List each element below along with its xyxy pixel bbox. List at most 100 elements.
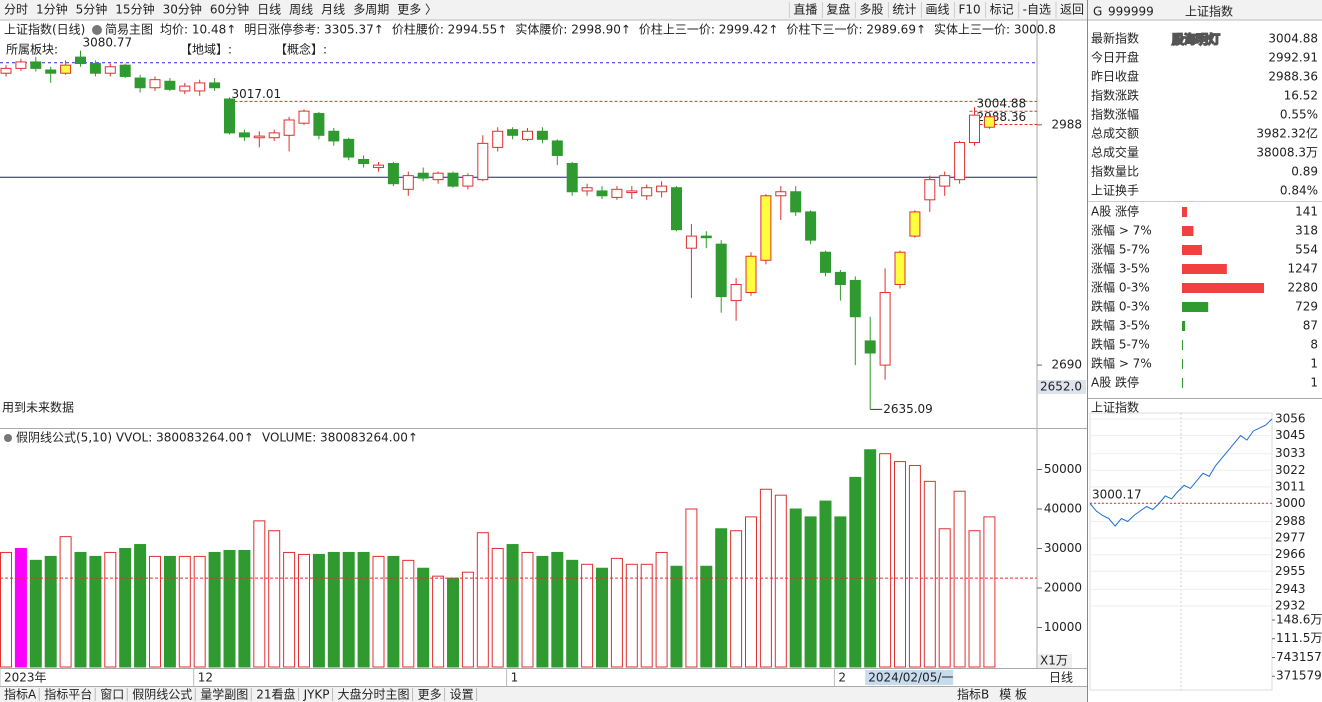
sector-label: 【概念】: xyxy=(275,42,327,57)
breadth-bar xyxy=(1182,207,1188,217)
toolbar-item[interactable]: 直播 xyxy=(793,3,817,17)
tab[interactable]: 更多 xyxy=(418,688,442,702)
toolbar-item[interactable]: 画线 xyxy=(925,3,949,17)
toolbar-item[interactable]: 返回 xyxy=(1060,3,1084,17)
toolbar-item[interactable]: 1分钟 xyxy=(36,2,68,17)
toolbar-item[interactable]: F10 xyxy=(958,3,980,17)
stat-label: 昨日收盘 xyxy=(1091,69,1139,84)
volume-bar xyxy=(268,530,281,668)
candle-body xyxy=(268,132,280,139)
toolbar-item[interactable]: 多周期 xyxy=(353,3,389,17)
candle-body xyxy=(834,271,846,285)
volume-bar xyxy=(447,577,459,668)
tab[interactable]: 模 板 xyxy=(999,688,1027,702)
tab[interactable]: 假阴线公式 xyxy=(132,688,192,702)
toolbar-item[interactable]: 复盘 xyxy=(826,2,850,17)
toolbar-item[interactable]: 多股 xyxy=(859,3,883,17)
tab[interactable]: 21看盘 xyxy=(256,687,295,702)
annotation-label: 3080.77 xyxy=(83,36,133,50)
candle-body xyxy=(671,187,682,231)
period-label: 日线 xyxy=(1049,671,1073,685)
y-tick-label: 3045 xyxy=(1275,428,1306,442)
stat-value: 16.52 xyxy=(1284,89,1318,103)
volume-bar xyxy=(387,555,400,668)
indicator-value: 均价: 10.48↑ xyxy=(160,23,236,37)
volume-bar xyxy=(44,555,57,668)
candle-body xyxy=(60,64,72,74)
volume-title: 假阴线公式(5,10) VVOL: 380083264.00↑ xyxy=(16,431,254,445)
volume-bar xyxy=(134,544,147,668)
breadth-label: A股 跌停 xyxy=(1091,375,1139,390)
y-tick-label: 3011 xyxy=(1275,479,1306,493)
candle-body xyxy=(149,79,161,89)
volume-bar xyxy=(521,551,534,668)
tab[interactable]: 量学副图 xyxy=(200,687,248,702)
toolbar-item[interactable]: 更多 〉 xyxy=(397,3,437,17)
toolbar-item[interactable]: -自选 xyxy=(1023,3,1051,17)
volume-bar xyxy=(700,565,713,668)
candle-body xyxy=(387,163,399,185)
toolbar-item[interactable]: 15分钟 xyxy=(115,2,154,17)
cursor-label-bg xyxy=(1038,380,1086,394)
breadth-label: 跌幅 0-3% xyxy=(1091,299,1150,314)
y-tick-label: 371579 xyxy=(1276,669,1322,683)
tab[interactable]: 设置 xyxy=(450,688,474,702)
breadth-label: A股 涨停 xyxy=(1091,204,1139,219)
volume-bar xyxy=(730,530,743,668)
tab[interactable]: 大盘分时主图 xyxy=(338,687,410,702)
tab[interactable]: JYKP xyxy=(303,688,330,702)
breadth-bar xyxy=(1182,226,1194,236)
candle-body xyxy=(194,82,206,92)
y-tick-label: 50000 xyxy=(1044,462,1082,476)
unit-bg xyxy=(1038,654,1072,668)
candle-body xyxy=(909,211,921,237)
breadth-bar xyxy=(1182,359,1183,369)
main-mode: 简易主图 xyxy=(105,23,153,37)
breadth-value: 8 xyxy=(1310,338,1318,352)
y-tick-label: 40000 xyxy=(1044,502,1082,516)
note: 用到未来数据 xyxy=(2,400,74,415)
volume-bar xyxy=(476,532,489,668)
toolbar-item[interactable]: 5分钟 xyxy=(76,2,108,17)
volume-bar xyxy=(908,465,921,668)
toolbar-item[interactable]: 30分钟 xyxy=(163,2,202,17)
candle-body xyxy=(30,61,42,69)
volume-bar xyxy=(670,565,683,668)
breadth-bar xyxy=(1182,245,1202,255)
toolbar-item[interactable]: 统计 xyxy=(892,3,916,17)
toolbar-item[interactable]: 60分钟 xyxy=(210,2,249,17)
volume-bar xyxy=(59,536,72,668)
toolbar-item[interactable]: 分时 xyxy=(4,3,28,17)
tab[interactable]: 指标B xyxy=(957,687,989,702)
toolbar-item[interactable]: 周线 xyxy=(289,3,313,17)
volume-bar xyxy=(402,559,415,668)
candle-body xyxy=(745,255,757,294)
flag: G xyxy=(1093,5,1102,19)
stat-label: 总成交额 xyxy=(1091,126,1139,141)
volume-bar xyxy=(774,494,787,668)
stat-label: 上证换手 xyxy=(1091,184,1139,198)
candle-body xyxy=(924,179,936,201)
candle-body xyxy=(894,251,906,285)
volume-subtitle: VOLUME: 380083264.00↑ xyxy=(262,431,418,445)
toolbar-item[interactable]: 日线 xyxy=(257,3,281,17)
breadth-label: 跌幅 5-7% xyxy=(1091,337,1150,352)
toolbar-item[interactable]: 标记 xyxy=(990,3,1014,17)
breadth-value: 1 xyxy=(1310,357,1318,371)
volume-bar xyxy=(938,528,951,668)
tab[interactable]: 指标平台 xyxy=(44,687,92,702)
candle-body xyxy=(954,142,966,181)
tab[interactable]: 窗口 xyxy=(100,688,124,702)
volume-bar xyxy=(953,490,966,668)
breadth-bar xyxy=(1182,283,1264,293)
annotation-label: 3000.17 xyxy=(1092,488,1142,502)
candle-body xyxy=(447,172,459,187)
tab[interactable]: 指标A xyxy=(4,687,37,702)
y-tick-label: 10000 xyxy=(1044,620,1082,634)
toolbar-item[interactable]: 月线 xyxy=(321,3,345,17)
candle-body xyxy=(939,175,951,187)
volume-bar xyxy=(789,508,802,668)
candle-body xyxy=(790,191,802,213)
mini-title: 上证指数 xyxy=(1091,400,1139,415)
volume-bar xyxy=(879,453,892,668)
